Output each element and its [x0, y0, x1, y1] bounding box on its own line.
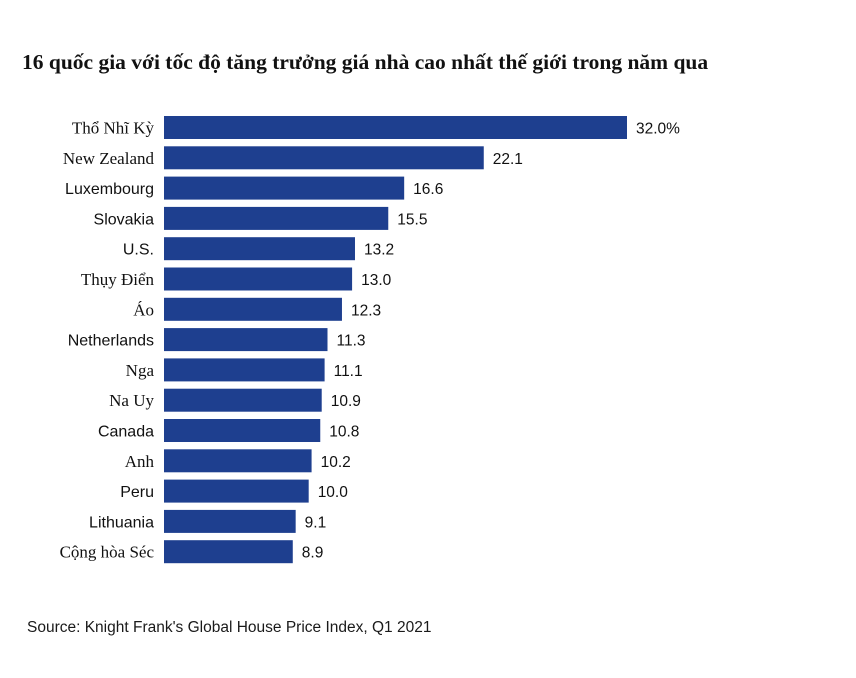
bar	[164, 328, 328, 352]
value-label: 16.6	[413, 181, 443, 198]
category-label: Luxembourg	[65, 181, 154, 198]
category-label: Canada	[98, 424, 154, 441]
value-label: 13.2	[364, 242, 394, 259]
value-label: 9.1	[305, 514, 327, 531]
category-label: Nga	[126, 361, 155, 380]
bar	[164, 358, 325, 382]
category-label: Lithuania	[89, 514, 154, 531]
bar	[164, 206, 389, 230]
bar-chart: Thổ Nhĩ Kỳ 32.0% New Zealand 22.1 Luxembourg…	[60, 116, 680, 564]
bar	[164, 419, 321, 442]
value-label: 10.9	[331, 393, 361, 410]
bar	[164, 449, 312, 473]
bar	[164, 146, 484, 170]
category-label: Anh	[125, 452, 155, 471]
category-label: Na Uy	[109, 391, 154, 410]
bar	[164, 297, 342, 321]
value-label: 8.9	[302, 545, 324, 562]
bar	[164, 479, 309, 503]
category-label: Peru	[120, 484, 154, 501]
bar	[164, 237, 355, 261]
category-label: Netherlands	[68, 333, 154, 350]
bar	[164, 116, 627, 139]
bar	[164, 540, 293, 564]
chart-title: 16 quốc gia với tốc độ tăng trưởng giá n…	[22, 50, 709, 74]
bar	[164, 388, 322, 412]
value-label: 13.0	[361, 272, 392, 289]
bar	[164, 267, 353, 291]
value-label: 12.3	[351, 302, 381, 319]
value-label: 22.1	[493, 151, 523, 168]
value-label: 11.1	[334, 363, 363, 380]
value-label: 11.3	[336, 333, 365, 350]
value-label: 10.8	[329, 424, 359, 441]
bar	[164, 509, 296, 533]
source-note: Source: Knight Frank's Global House Pric…	[27, 619, 432, 636]
value-label: 10.0	[318, 484, 349, 501]
category-label: Thổ Nhĩ Kỳ	[72, 119, 155, 138]
category-label: Slovakia	[94, 211, 155, 228]
category-label: New Zealand	[63, 149, 155, 168]
bar	[164, 176, 405, 200]
category-label: Cộng hòa Séc	[60, 543, 155, 562]
value-label: 10.2	[321, 454, 351, 471]
category-label: U.S.	[123, 242, 154, 259]
category-label: Áo	[133, 300, 154, 319]
category-label: Thụy Điển	[81, 270, 155, 289]
value-label: 15.5	[397, 211, 427, 228]
value-label: 32.0%	[636, 121, 680, 138]
